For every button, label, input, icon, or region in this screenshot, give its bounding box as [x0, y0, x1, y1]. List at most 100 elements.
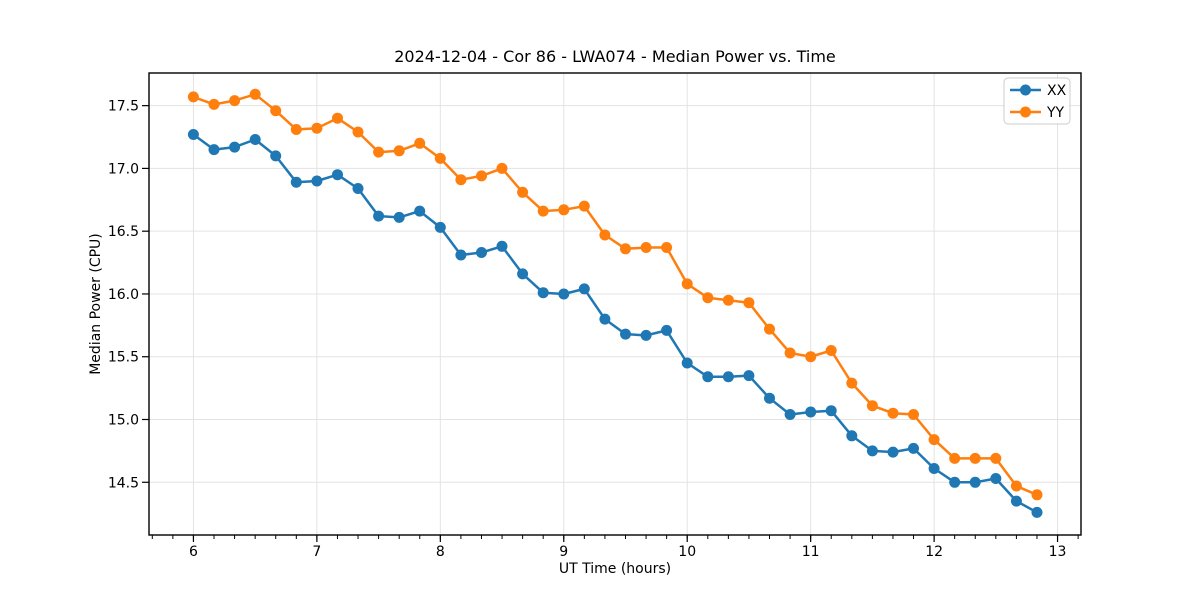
data-point-YY	[290, 124, 302, 135]
data-point-YY	[702, 292, 714, 304]
y-tick-label: 15.0	[108, 413, 139, 429]
data-point-XX	[393, 211, 405, 223]
data-point-YY	[640, 242, 652, 253]
data-point-XX	[887, 446, 899, 458]
y-tick-label: 15.5	[108, 350, 139, 366]
data-point-XX	[722, 371, 734, 383]
data-point-XX	[311, 175, 323, 187]
data-point-YY	[558, 204, 570, 216]
data-point-YY	[352, 126, 364, 138]
data-point-XX	[1010, 495, 1022, 507]
data-point-YY	[496, 162, 508, 174]
data-point-YY	[743, 297, 755, 309]
legend-marker	[1020, 106, 1031, 118]
data-point-XX	[681, 357, 693, 369]
data-point-XX	[805, 406, 817, 418]
x-tick-label: 10	[678, 544, 696, 560]
data-point-YY	[187, 91, 199, 103]
data-point-XX	[352, 183, 364, 194]
x-tick-label: 13	[1049, 544, 1067, 560]
data-point-YY	[249, 88, 261, 100]
data-point-XX	[969, 476, 981, 488]
data-point-XX	[558, 288, 570, 300]
data-point-XX	[414, 205, 426, 217]
data-point-XX	[208, 144, 220, 156]
legend-label: XX	[1047, 83, 1067, 99]
data-point-YY	[208, 98, 220, 110]
data-point-XX	[661, 324, 673, 336]
data-point-YY	[805, 351, 817, 363]
data-point-XX	[270, 150, 282, 162]
data-point-XX	[290, 176, 302, 188]
data-point-YY	[393, 145, 405, 157]
data-point-XX	[990, 473, 1002, 484]
plot-border	[148, 72, 1082, 536]
data-point-XX	[496, 240, 508, 252]
x-axis-label: UT Time (hours)	[558, 561, 672, 577]
data-point-YY	[681, 278, 693, 290]
y-tick-label: 17.5	[108, 99, 139, 115]
data-point-YY	[990, 452, 1002, 464]
data-point-XX	[373, 210, 385, 222]
data-point-YY	[1010, 480, 1022, 492]
data-point-XX	[702, 371, 714, 383]
data-point-XX	[455, 249, 467, 261]
data-point-XX	[908, 442, 919, 454]
data-point-XX	[537, 287, 549, 299]
data-point-XX	[640, 329, 652, 341]
data-point-YY	[229, 95, 241, 107]
data-point-XX	[187, 129, 199, 140]
data-point-YY	[270, 105, 282, 117]
data-point-YY	[1031, 489, 1043, 501]
x-tick-label: 11	[802, 544, 820, 560]
data-point-YY	[578, 200, 590, 212]
series-line-XX	[192, 133, 1039, 514]
data-point-YY	[434, 152, 446, 164]
data-point-YY	[908, 409, 919, 420]
data-point-XX	[476, 247, 487, 258]
legend-label: YY	[1046, 105, 1065, 121]
data-point-YY	[866, 400, 878, 412]
data-point-XX	[332, 169, 343, 181]
data-point-YY	[599, 229, 611, 241]
data-point-YY	[969, 452, 981, 464]
y-axis-label: Median Power (CPU)	[88, 233, 104, 375]
chart-title: 2024-12-04 - Cor 86 - LWA074 - Median Po…	[394, 47, 836, 66]
data-point-XX	[928, 463, 940, 474]
data-point-XX	[846, 430, 858, 442]
data-point-XX	[764, 392, 775, 404]
data-point-YY	[455, 174, 467, 186]
data-point-XX	[866, 445, 878, 457]
data-point-XX	[249, 134, 261, 145]
data-point-YY	[887, 407, 899, 419]
data-point-XX	[229, 141, 241, 153]
data-point-XX	[1031, 506, 1043, 518]
y-tick-label: 16.0	[108, 287, 139, 303]
data-point-XX	[743, 370, 755, 382]
x-tick-label: 9	[559, 544, 568, 560]
data-point-YY	[620, 243, 631, 255]
data-point-YY	[661, 242, 673, 253]
data-point-YY	[517, 186, 529, 198]
data-point-XX	[599, 313, 611, 325]
data-point-YY	[311, 122, 323, 134]
data-point-XX	[517, 268, 529, 280]
data-point-YY	[537, 205, 549, 217]
data-point-YY	[414, 137, 426, 149]
x-tick-label: 7	[312, 544, 321, 560]
data-point-YY	[846, 377, 858, 389]
x-tick-label: 8	[436, 544, 445, 560]
data-point-XX	[578, 283, 590, 295]
y-tick-label: 16.5	[108, 224, 139, 240]
series-line-YY	[192, 93, 1039, 497]
y-tick-label: 14.5	[108, 475, 139, 491]
data-point-YY	[373, 146, 385, 158]
x-tick-label: 6	[189, 544, 198, 560]
data-point-YY	[764, 323, 775, 335]
data-point-XX	[825, 405, 837, 417]
data-point-YY	[949, 452, 961, 464]
data-point-YY	[928, 434, 940, 446]
data-point-YY	[784, 347, 796, 359]
